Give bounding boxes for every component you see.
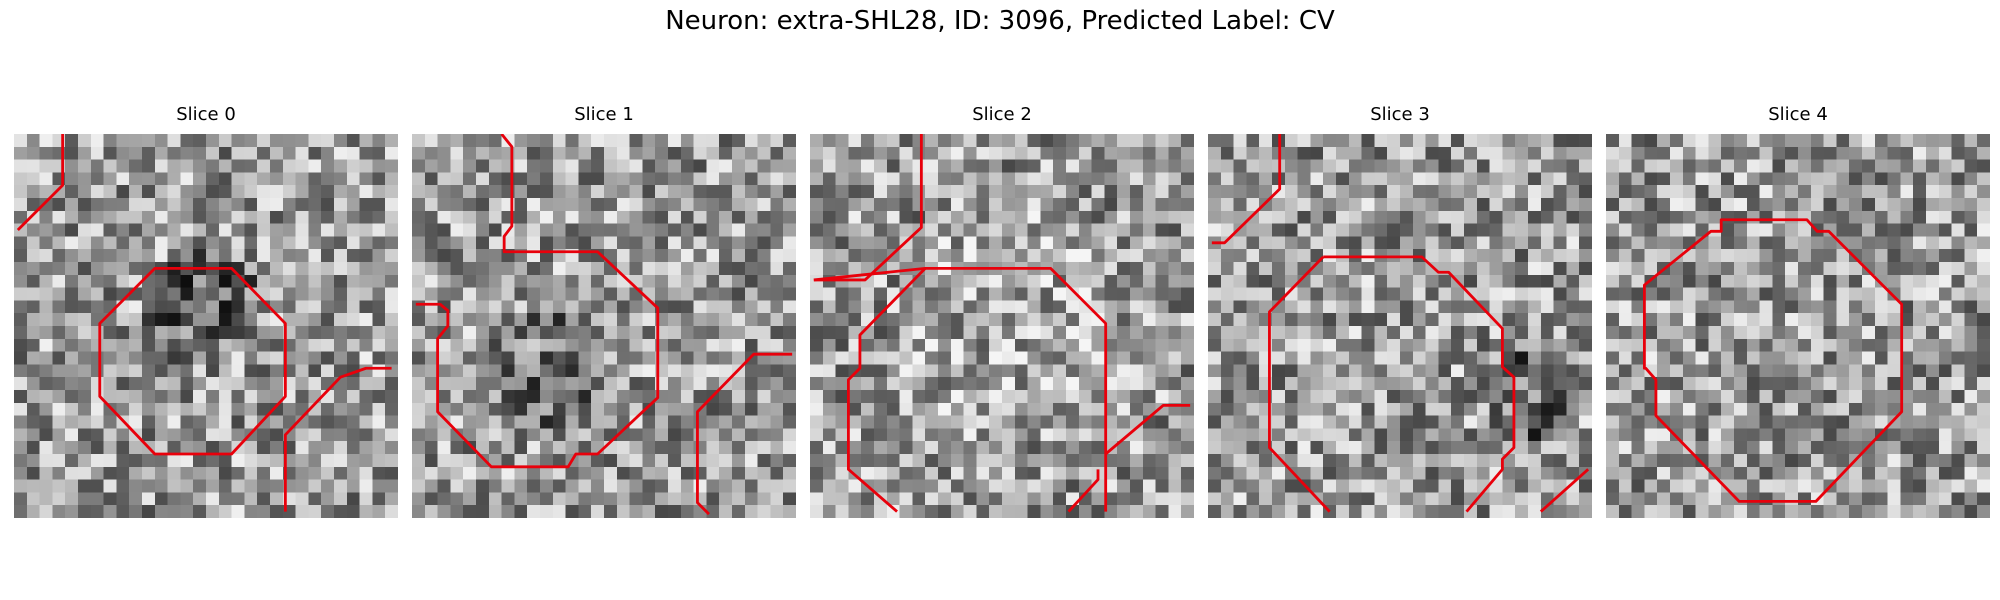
slice-image-0	[14, 134, 398, 518]
slice-image-3	[1208, 134, 1592, 518]
figure-title: Neuron: extra-SHL28, ID: 3096, Predicted…	[0, 6, 2000, 36]
slice-title-4: Slice 4	[1606, 104, 1990, 125]
slice-title-3: Slice 3	[1208, 104, 1592, 125]
pixel-noise	[412, 134, 796, 518]
slice-title-2: Slice 2	[810, 104, 1194, 125]
slice-image-1	[412, 134, 796, 518]
slice-title-0: Slice 0	[14, 104, 398, 125]
slice-title-1: Slice 1	[412, 104, 796, 125]
slice-image-4	[1606, 134, 1990, 518]
pixel-noise	[14, 134, 398, 518]
pixel-noise	[1208, 134, 1592, 518]
slice-image-2	[810, 134, 1194, 518]
pixel-noise	[1606, 134, 1990, 518]
